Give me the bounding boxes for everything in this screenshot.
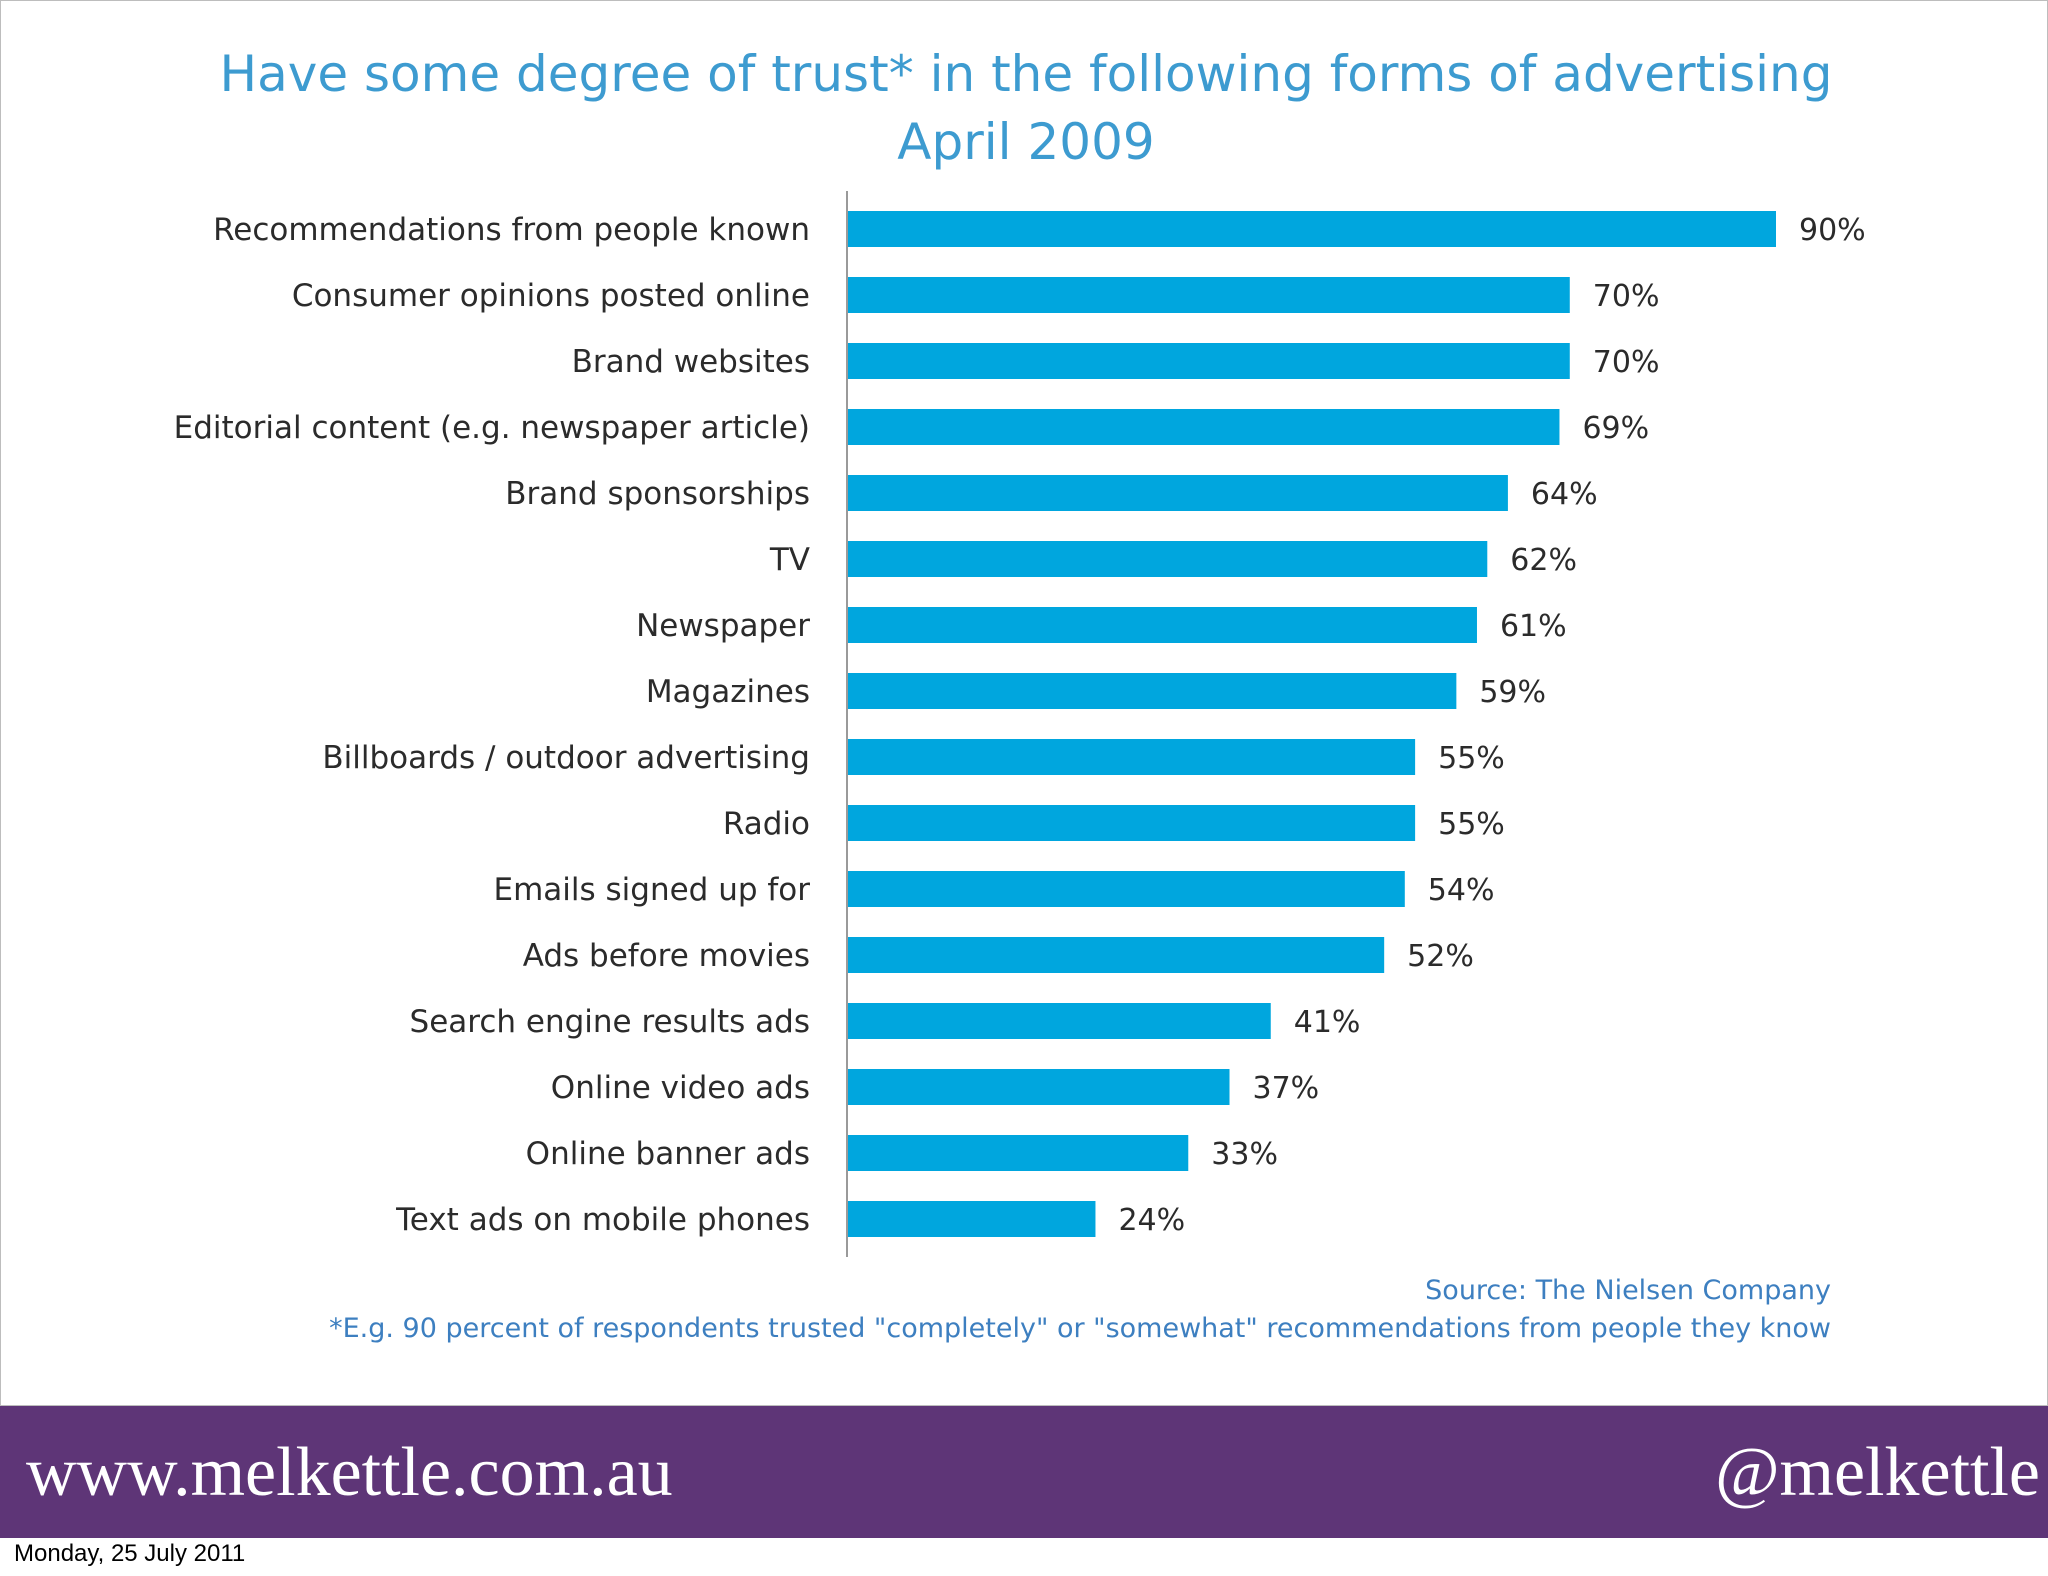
- value-label: 37%: [1253, 1071, 1320, 1106]
- value-label: 61%: [1500, 609, 1567, 644]
- value-label: 54%: [1428, 873, 1495, 908]
- bar: [848, 937, 1385, 973]
- bar: [848, 475, 1508, 511]
- value-label: 64%: [1531, 477, 1598, 512]
- bar: [848, 1135, 1189, 1171]
- bar: [848, 607, 1477, 643]
- category-label: Online video ads: [551, 1070, 810, 1106]
- bar: [848, 541, 1488, 577]
- slide: Have some degree of trust* in the follow…: [0, 0, 2048, 1406]
- source-note: Source: The Nielsen Company: [1425, 1275, 1831, 1306]
- date-stamp: Monday, 25 July 2011: [14, 1540, 246, 1567]
- category-label: Radio: [723, 806, 810, 842]
- value-label: 33%: [1211, 1137, 1278, 1172]
- footer-band: www.melkettle.com.au @melkettle: [0, 1406, 2048, 1538]
- category-label: Magazines: [646, 674, 810, 710]
- category-label: Consumer opinions posted online: [292, 278, 810, 314]
- bar: [848, 211, 1776, 247]
- category-label: Billboards / outdoor advertising: [322, 740, 810, 776]
- category-label: Search engine results ads: [410, 1004, 810, 1040]
- bar: [848, 871, 1405, 907]
- value-label: 41%: [1294, 1005, 1361, 1040]
- bar: [848, 409, 1560, 445]
- value-label: 52%: [1407, 939, 1474, 974]
- category-label: TV: [769, 542, 810, 578]
- category-label: Emails signed up for: [493, 872, 810, 908]
- category-label: Text ads on mobile phones: [395, 1202, 810, 1238]
- footnote: *E.g. 90 percent of respondents trusted …: [329, 1313, 1831, 1344]
- value-label: 55%: [1438, 741, 1505, 776]
- bar: [848, 343, 1570, 379]
- category-label: Editorial content (e.g. newspaper articl…: [174, 410, 810, 446]
- website-url[interactable]: www.melkettle.com.au: [26, 1434, 673, 1511]
- category-label: Ads before movies: [523, 938, 810, 974]
- chart-subtitle: April 2009: [897, 113, 1154, 171]
- value-label: 90%: [1799, 213, 1866, 248]
- bar: [848, 1201, 1096, 1237]
- category-label: Recommendations from people known: [213, 212, 810, 248]
- category-label: Online banner ads: [526, 1136, 810, 1172]
- value-label: 70%: [1593, 345, 1660, 380]
- bars-group: Recommendations from people known 90% Cons…: [174, 191, 1866, 1257]
- bar-chart: Have some degree of trust* in the follow…: [174, 45, 1866, 1344]
- bar: [848, 805, 1416, 841]
- bar: [848, 739, 1416, 775]
- value-label: 59%: [1479, 675, 1546, 710]
- value-label: 24%: [1118, 1203, 1185, 1238]
- chart-title: Have some degree of trust* in the follow…: [220, 45, 1833, 103]
- category-label: Brand websites: [572, 344, 810, 380]
- value-label: 69%: [1582, 411, 1649, 446]
- value-label: 55%: [1438, 807, 1505, 842]
- bar: [848, 277, 1570, 313]
- twitter-handle[interactable]: @melkettle: [1715, 1434, 2040, 1511]
- category-label: Newspaper: [636, 608, 810, 644]
- category-label: Brand sponsorships: [505, 476, 810, 512]
- bar: [848, 1003, 1271, 1039]
- bar: [848, 673, 1457, 709]
- bar: [848, 1069, 1230, 1105]
- value-label: 70%: [1593, 279, 1660, 314]
- value-label: 62%: [1510, 543, 1577, 578]
